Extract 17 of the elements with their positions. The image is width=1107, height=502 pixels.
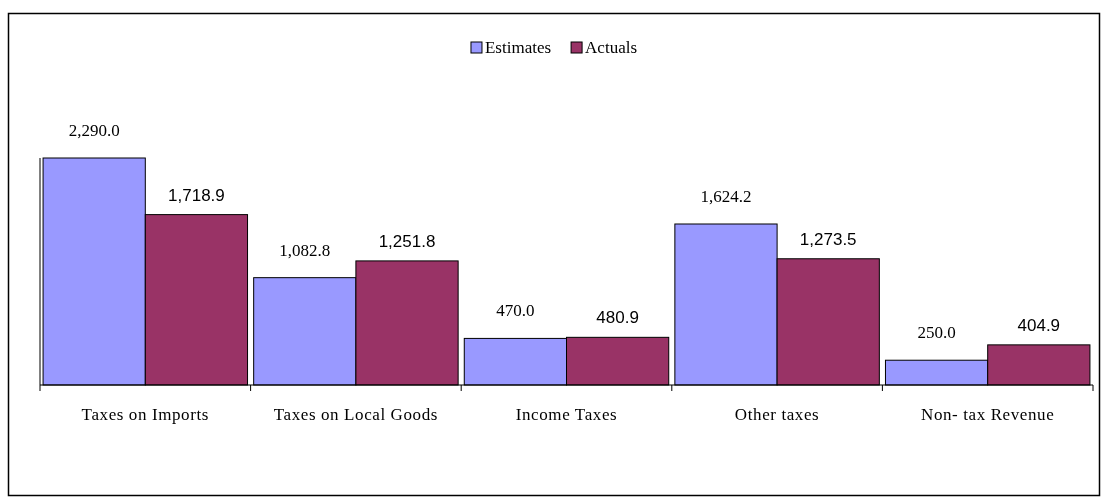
legend-label: Estimates	[484, 38, 552, 57]
data-label: 1,718.9	[168, 185, 225, 205]
data-label: 1,251.8	[378, 231, 436, 251]
x-tick-label: Income Taxes	[515, 405, 618, 424]
data-label: 2,290.0	[68, 121, 120, 140]
data-label: 1,624.2	[700, 187, 752, 206]
data-label: 480.9	[596, 308, 639, 328]
x-tick-label: Other taxes	[734, 405, 820, 424]
data-label: 470.0	[496, 301, 535, 321]
data-label: 250.0	[917, 323, 956, 343]
data-label: 1,082.8	[279, 240, 331, 260]
x-tick-label: Taxes on Imports	[81, 405, 209, 424]
legend-label: Actuals	[585, 38, 638, 57]
x-tick-label: Taxes on Local Goods	[273, 405, 439, 424]
data-label: 1,273.5	[799, 229, 857, 249]
x-tick-label: Non- tax Revenue	[921, 405, 1055, 424]
data-label: 404.9	[1017, 315, 1061, 335]
